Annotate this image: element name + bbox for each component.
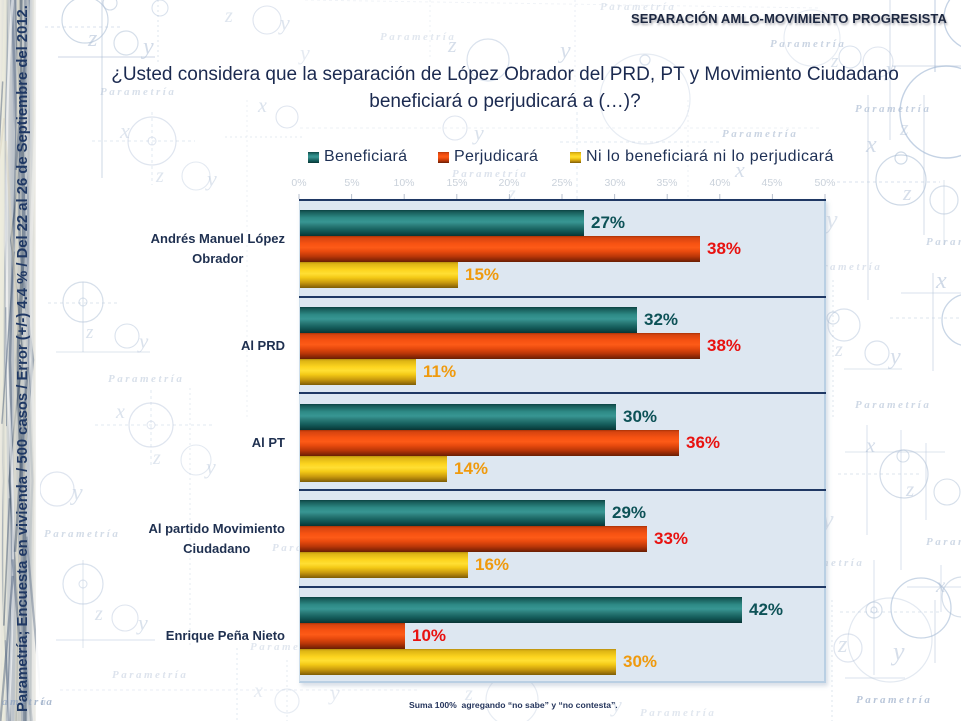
svg-text:Parametría: Parametría (452, 168, 528, 180)
svg-text:x: x (865, 132, 877, 158)
svg-text:Parametría: Parametría (855, 399, 931, 411)
svg-text:Parametría: Parametría (722, 128, 798, 140)
svg-text:y: y (884, 56, 896, 81)
svg-text:metría: metría (820, 557, 864, 569)
svg-text:z: z (905, 477, 914, 501)
svg-text:x: x (935, 573, 946, 597)
svg-text:z: z (830, 51, 839, 72)
svg-text:Parametría: Parametría (770, 38, 846, 50)
svg-text:Parametría: Parametría (112, 669, 188, 681)
svg-text:z: z (834, 339, 843, 361)
svg-text:Parametría: Parametría (100, 86, 176, 98)
svg-text:Parametría: Parametría (380, 31, 456, 43)
svg-text:z: z (447, 32, 457, 57)
svg-text:y: y (610, 692, 622, 717)
svg-text:y: y (890, 637, 905, 666)
svg-text:z: z (464, 683, 473, 705)
svg-text:z: z (837, 632, 848, 658)
svg-text:z: z (152, 447, 161, 469)
svg-text:z: z (224, 5, 233, 27)
svg-text:x: x (257, 95, 267, 117)
svg-text:x: x (734, 157, 745, 182)
svg-text:z: z (899, 115, 909, 140)
svg-text:z: z (902, 180, 912, 205)
svg-text:y: y (298, 40, 310, 65)
svg-text:z: z (87, 26, 98, 52)
svg-text:z: z (507, 183, 516, 205)
svg-text:Parametría: Parametría (44, 528, 120, 540)
svg-text:y: y (136, 610, 148, 635)
svg-text:Parametría: Parametría (926, 236, 961, 248)
svg-text:Parametría: Parametría (856, 694, 932, 706)
svg-text:x: x (115, 401, 125, 423)
svg-text:x: x (253, 680, 263, 702)
svg-text:y: y (328, 680, 340, 705)
svg-text:z: z (85, 322, 94, 343)
svg-text:y: y (137, 329, 149, 353)
svg-text:y: y (888, 344, 901, 370)
svg-text:y: y (204, 454, 216, 479)
svg-text:Parametría: Parametría (600, 1, 676, 13)
svg-text:x: x (865, 433, 876, 457)
svg-text:z: z (155, 165, 164, 187)
svg-text:y: y (472, 120, 484, 145)
svg-text:y: y (70, 480, 83, 506)
svg-text:Param: Param (926, 536, 961, 548)
svg-text:Parametría: Parametría (108, 373, 184, 385)
svg-text:Parametría: Parametría (855, 103, 931, 115)
svg-text:Parame: Parame (250, 641, 300, 653)
svg-text:y: y (141, 34, 154, 60)
svg-text:y: y (823, 205, 838, 234)
svg-text:x: x (119, 118, 130, 143)
svg-text:z: z (94, 603, 103, 625)
svg-text:y: y (205, 166, 217, 191)
svg-text:y: y (558, 38, 571, 64)
svg-text:x: x (935, 268, 947, 294)
svg-text:Parametría: Parametría (640, 707, 716, 719)
svg-text:y: y (278, 10, 290, 35)
